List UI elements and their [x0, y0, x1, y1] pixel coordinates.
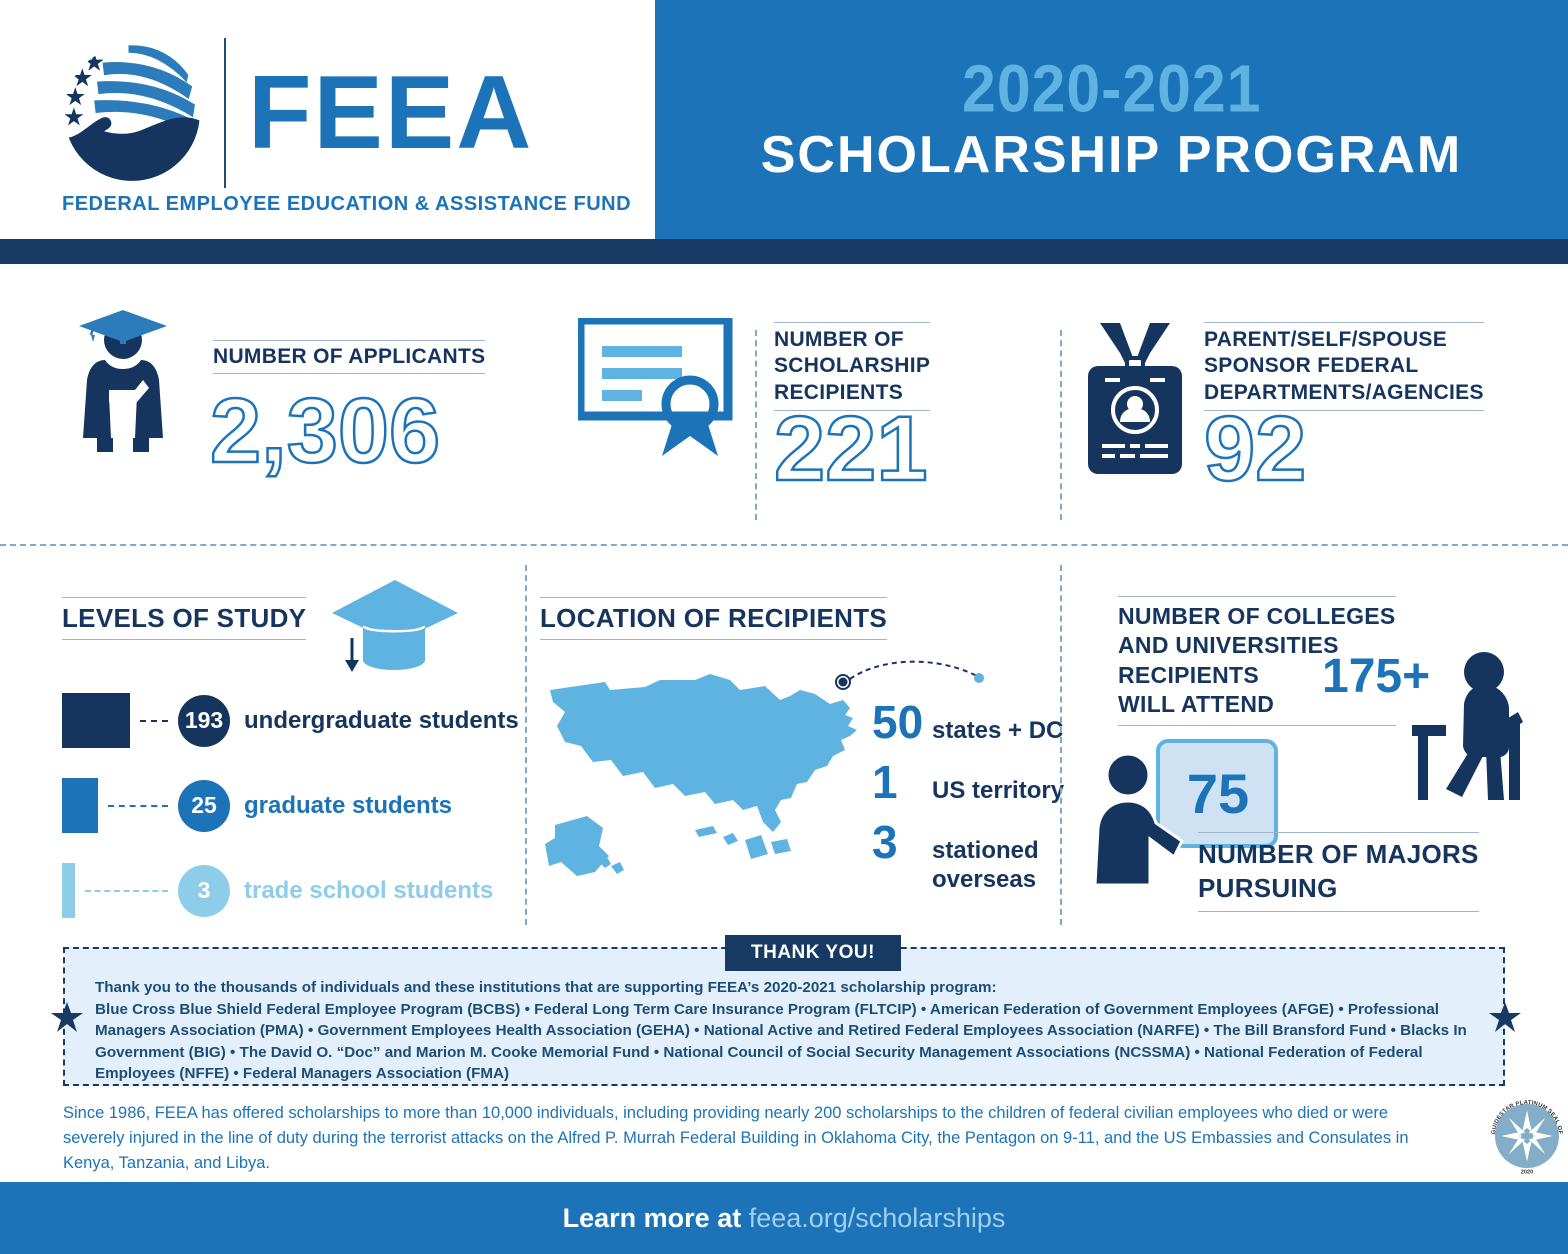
svg-text:2020: 2020	[1521, 1170, 1533, 1176]
svg-text:75: 75	[1187, 762, 1249, 825]
